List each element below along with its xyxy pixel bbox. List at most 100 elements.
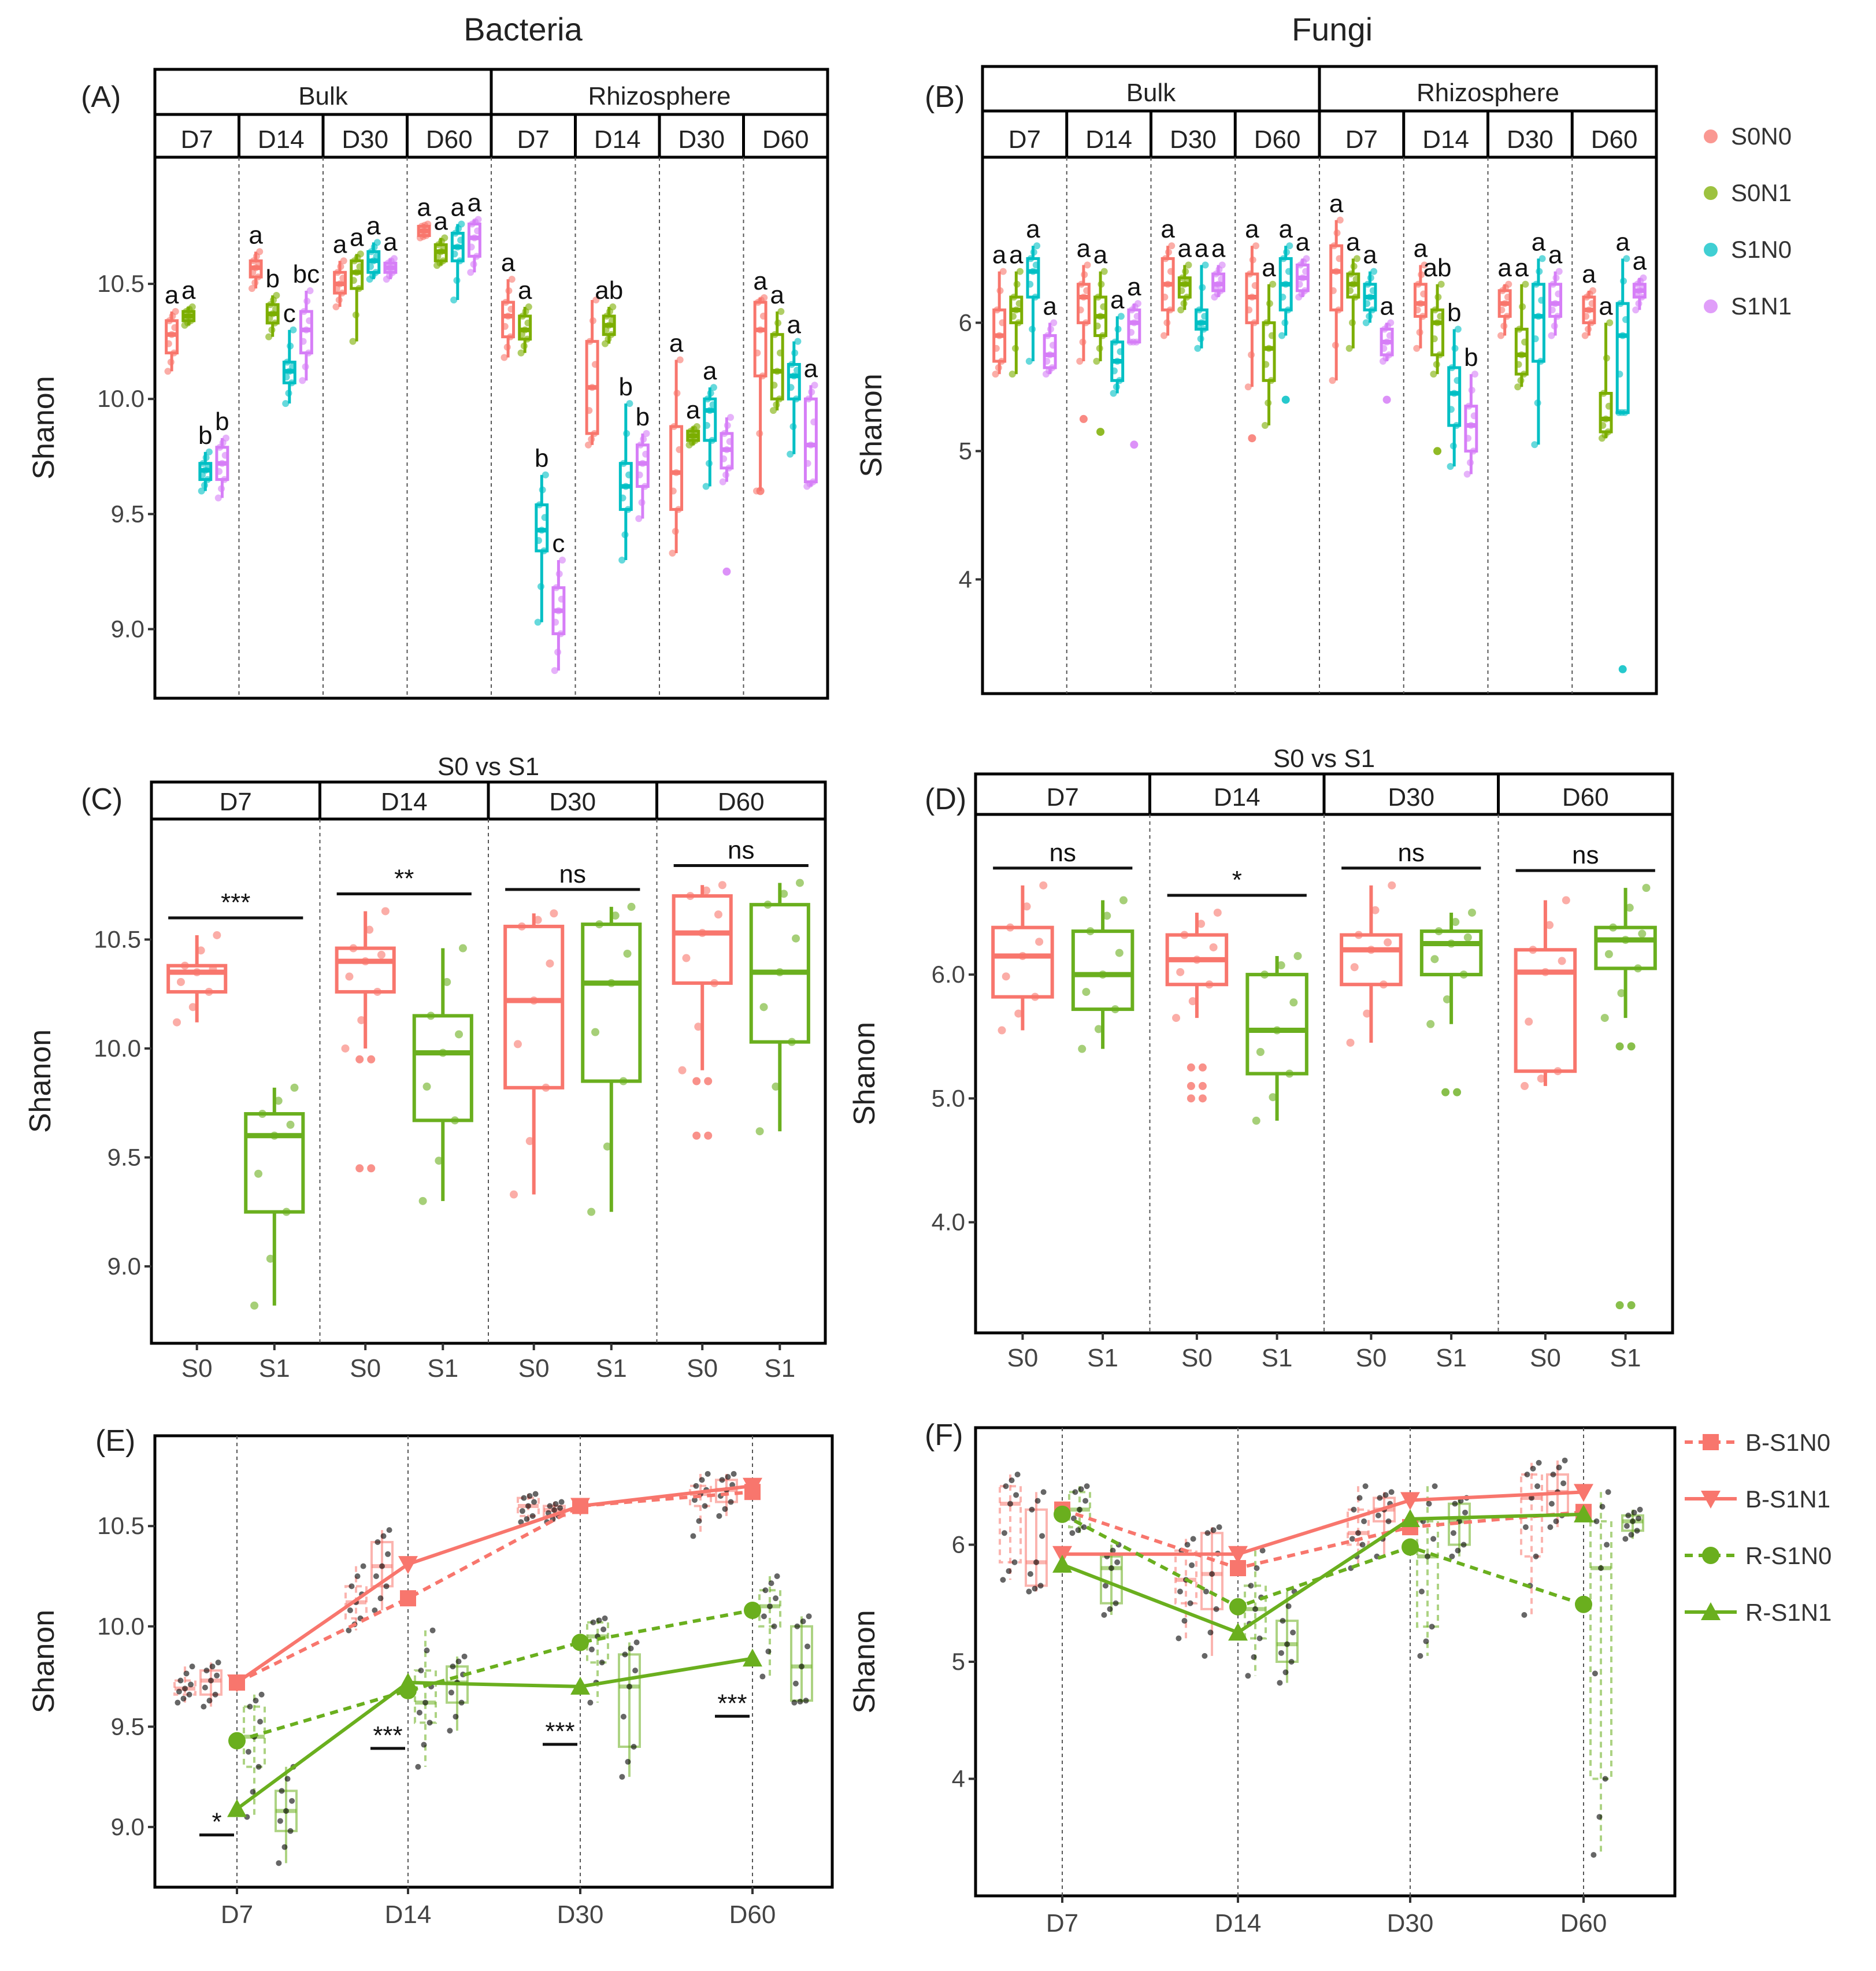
box-d60-s1n0-point — [457, 236, 465, 244]
box-d60-s1n0 — [450, 220, 465, 303]
series-point-r-s1n1 — [227, 1799, 247, 1817]
box-d30-s0n1-point — [1514, 383, 1522, 391]
box-d14-s0n0-point — [591, 361, 599, 368]
legend-marker-r-s1n0 — [1702, 1547, 1719, 1564]
xtick-label: D14 — [385, 1900, 432, 1929]
box-d60-s1n0-point — [1285, 268, 1293, 275]
outlier-point — [1248, 434, 1256, 443]
series-point-r-s1n1 — [743, 1648, 762, 1667]
box-d60-s0n0-point — [761, 294, 768, 302]
box-d30-s0 — [503, 909, 565, 1199]
box-d14-s1n0 — [1110, 313, 1125, 397]
significance-letter: a — [451, 194, 465, 222]
significance-letter: ab — [1423, 254, 1452, 282]
panel-tag-f: (F) — [925, 1418, 963, 1452]
box-d60-s1n0-point — [1284, 306, 1292, 314]
faded-box-d7-b-s1n1-point — [215, 1659, 221, 1666]
strip-day-label: D60 — [1591, 125, 1638, 154]
faded-box-d14-r-s1n1 — [446, 1653, 469, 1734]
box-d14-s1n1-point — [1133, 313, 1141, 320]
box-d60-s1n1 — [1632, 274, 1647, 314]
box-d30-s1n1-point — [720, 455, 728, 462]
y-axis-ylabel: Shanon — [848, 1610, 881, 1713]
box-d7-s1n1-point — [553, 584, 560, 591]
box-d30-s0n1-point — [1184, 277, 1192, 285]
box-d60-s0n0 — [1244, 242, 1260, 391]
box-d7-s0n0-point — [992, 371, 999, 378]
box-d7-s0n1-point — [520, 342, 528, 350]
box-d14-s1n1 — [635, 429, 650, 523]
box-d14-s1n0-point — [1114, 325, 1122, 333]
faded-box-d60-r-s1n0-point — [1604, 1542, 1610, 1548]
box-d7-s1-point — [1078, 1044, 1087, 1053]
box-d14-s1-point — [427, 1012, 435, 1020]
outlier-point — [1281, 395, 1290, 404]
faded-box-d60-r-s1n0-point — [1592, 1670, 1598, 1677]
series-point-r-s1n0 — [228, 1732, 246, 1750]
box-d7-s0n0-point — [1329, 287, 1337, 294]
box-d7-s0n0-point — [1329, 377, 1336, 384]
box-d14-s1n1-point — [303, 297, 311, 305]
series-point-r-s1n1 — [1400, 1509, 1420, 1527]
box-d14-s1n1-point — [1471, 371, 1478, 378]
box-d60-s0n1-point — [776, 395, 783, 403]
box-d7-s0n0-point — [507, 333, 514, 340]
faded-box-d7-b-s1n1-point — [1039, 1533, 1045, 1539]
faded-box-d7-b-s1n1-point — [214, 1672, 220, 1679]
box-d14-s0n1-point — [607, 331, 615, 338]
faded-box-d14-b-s1n0-point — [354, 1573, 361, 1579]
box-d7-s1-point — [1115, 949, 1124, 957]
box-d14-s1 — [1245, 951, 1308, 1125]
box-d30-s1-point — [619, 1077, 628, 1085]
box-d60-s1n1-point — [470, 234, 478, 242]
faded-box-d7-b-s1n0-point — [1011, 1559, 1018, 1565]
box-d14-s0n0 — [1076, 261, 1091, 365]
box-d14-s0-point — [1192, 955, 1201, 964]
faded-box-d60-r-s1n0-iqr — [1589, 1520, 1612, 1780]
legend-label-s0n0: S0N0 — [1731, 123, 1792, 150]
box-d60-s0n1-point — [774, 319, 782, 327]
series-point-r-s1n1 — [1228, 1622, 1248, 1641]
xtick-label: S0 — [1355, 1344, 1386, 1372]
box-d7-s0n1-point — [1352, 275, 1360, 283]
outlier-point — [1187, 1094, 1195, 1103]
box-d60-s1n0-point — [792, 395, 800, 403]
box-d14-s1n1-point — [305, 349, 312, 357]
box-d7-s0n0-point — [505, 312, 512, 320]
box-d7-s1n0-point — [1029, 268, 1037, 275]
faded-box-d7-r-s1n1-point — [277, 1818, 283, 1824]
box-d60-s0n1-point — [1262, 361, 1270, 368]
box-d14-s1n0-point — [289, 363, 296, 371]
significance-letter: b — [265, 265, 279, 293]
box-d7-s1n1-point — [1383, 338, 1391, 346]
box-d14-s1n0-point — [1454, 377, 1461, 384]
box-d14-s1n1 — [299, 287, 314, 384]
y-axis-ytick-label: 10.0 — [94, 1035, 141, 1062]
faded-box-d14-r-s1n1-point — [447, 1728, 453, 1734]
significance-label: *** — [221, 888, 250, 917]
faded-box-d14-b-s1n1-point — [379, 1563, 385, 1569]
box-d30-s0n0-point — [336, 280, 344, 288]
faded-box-d60-b-s1n0-point — [691, 1497, 698, 1503]
faded-box-d30-r-s1n1-point — [622, 1651, 628, 1658]
xtick-label: S0 — [518, 1354, 550, 1383]
box-d30-s1n1-point — [1549, 280, 1557, 288]
box-d30-s0n0-point — [337, 263, 344, 271]
box-d30-s1n1-point — [727, 414, 735, 421]
box-d30-s0n0-point — [1500, 322, 1508, 329]
faded-box-d60-b-s1n0-iqr — [689, 1484, 712, 1507]
strip-day-label: D60 — [426, 125, 473, 154]
box-d30-s1n0 — [1194, 261, 1209, 352]
significance-letter: ab — [595, 276, 623, 305]
box-d7-s1n0-point — [1033, 242, 1041, 250]
panel-tag-e: (E) — [95, 1424, 135, 1458]
faded-box-d14-r-s1n1-point — [455, 1658, 462, 1665]
box-d60-s0n0-point — [754, 349, 761, 357]
significance-letter: a — [350, 223, 364, 251]
significance-label: ns — [728, 836, 754, 864]
significance-label: ns — [1572, 841, 1599, 869]
strip-label-bulk: Bulk — [1126, 79, 1177, 107]
box-d14-s1n1-point — [1465, 435, 1472, 442]
box-d14-s1-point — [1252, 1116, 1260, 1125]
strip-day-label: D30 — [1170, 125, 1217, 154]
